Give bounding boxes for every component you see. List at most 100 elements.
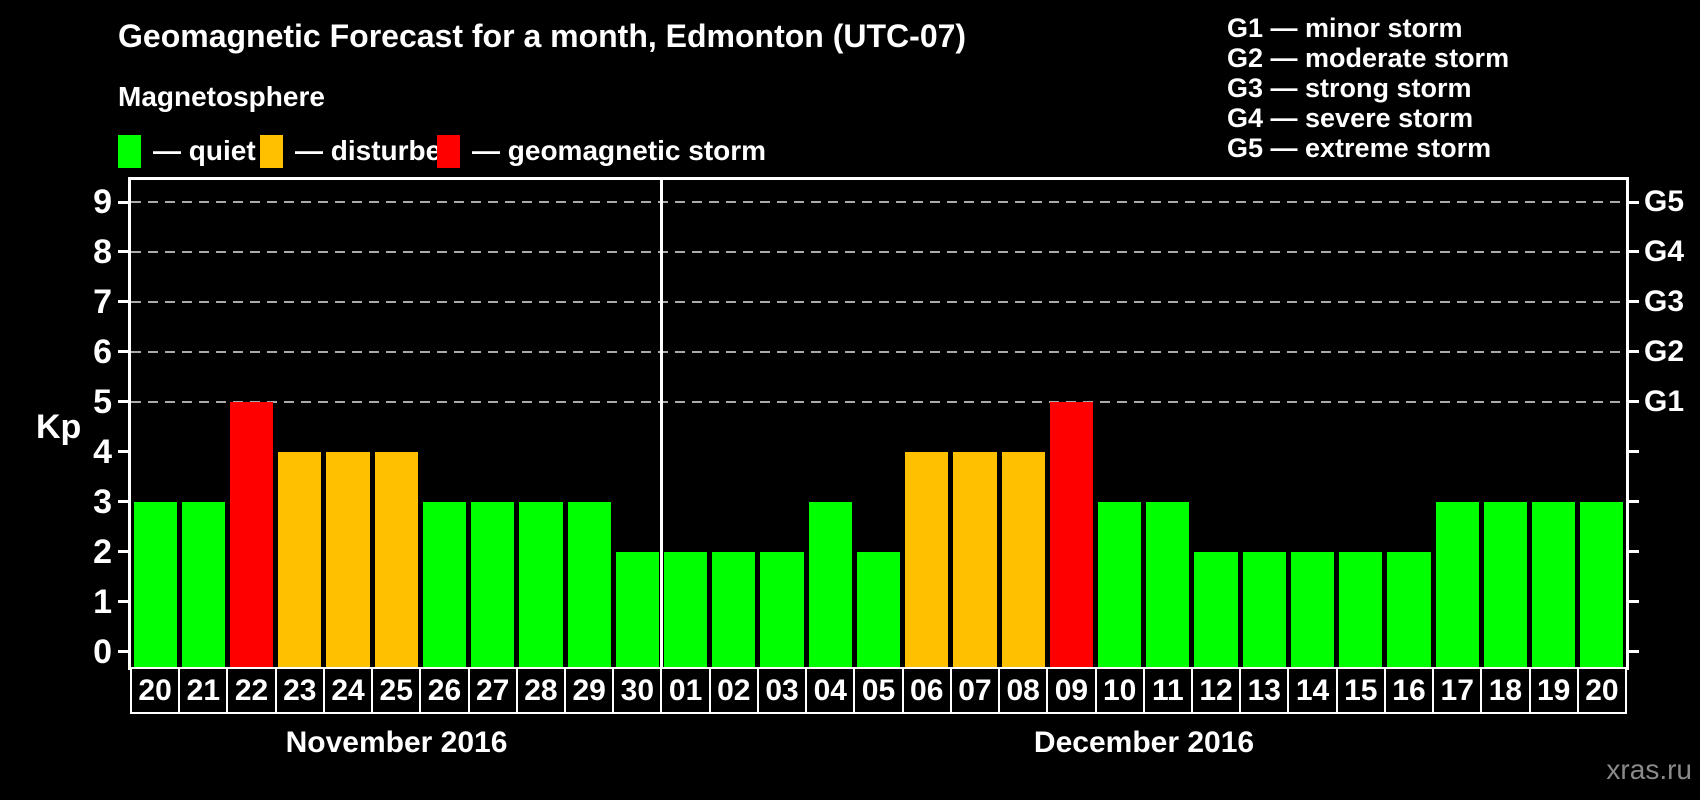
kp-bar (808, 501, 852, 667)
date-cell: 06 (901, 667, 952, 714)
date-cell: 21 (178, 667, 229, 714)
g-legend-line: G4 — severe storm (1227, 103, 1474, 133)
kp-bar (953, 451, 997, 667)
kp-bar (1580, 501, 1624, 667)
kp-bar (1194, 551, 1238, 667)
right-axis-label-g4: G4 (1644, 234, 1685, 268)
date-cell: 11 (1142, 667, 1193, 714)
kp-bar (905, 451, 949, 667)
g-scale-legend: G1 — minor storm G2 — moderate storm G3 … (1227, 13, 1509, 163)
legend-item-storm: — geomagnetic storm (437, 133, 766, 169)
y-tick-right (1629, 600, 1639, 604)
date-cell: 04 (805, 667, 856, 714)
gridline-kp9 (131, 201, 1626, 204)
kp-bar (422, 501, 467, 667)
y-tick-right (1629, 350, 1639, 354)
kp-bar (181, 501, 225, 667)
gridline-kp6 (131, 350, 1626, 353)
date-cell: 08 (998, 667, 1049, 714)
right-axis-label-g1: G1 (1644, 384, 1685, 418)
y-tick-label: 4 (93, 432, 112, 471)
kp-bar (712, 551, 756, 667)
y-tick-label: 9 (93, 183, 112, 222)
disturbed-color-swatch (260, 134, 283, 168)
date-cell: 07 (949, 667, 1001, 714)
right-axis-label-g3: G3 (1644, 284, 1685, 318)
date-cell: 15 (1335, 667, 1386, 714)
date-cell: 28 (515, 667, 567, 714)
date-cell: 01 (660, 667, 711, 714)
kp-bar (1532, 501, 1576, 667)
kp-bar (567, 501, 611, 667)
right-axis-label-g2: G2 (1644, 334, 1685, 368)
date-cell: 18 (1480, 667, 1531, 714)
date-cell: 09 (1046, 667, 1097, 714)
y-tick-left (118, 450, 128, 454)
kp-bar (663, 551, 708, 667)
month-separator (659, 180, 663, 667)
magnetosphere-legend-title: Magnetosphere (118, 81, 325, 112)
kp-bar (1098, 501, 1142, 667)
y-tick-label: 7 (93, 282, 112, 321)
kp-bar (229, 401, 274, 667)
kp-bar (1290, 551, 1335, 667)
date-cell: 29 (564, 667, 615, 714)
legend-label: — quiet (153, 135, 256, 166)
kp-bar (1387, 551, 1431, 667)
storm-color-swatch (437, 134, 460, 168)
y-tick-left (118, 500, 128, 504)
y-tick-label: 6 (93, 332, 112, 371)
y-tick-left (118, 350, 128, 354)
date-cell: 10 (1094, 667, 1145, 714)
date-cell: 17 (1432, 667, 1483, 714)
date-cell: 27 (467, 667, 518, 714)
date-cell: 16 (1383, 667, 1435, 714)
y-tick-left (118, 600, 128, 604)
y-tick-right (1629, 650, 1639, 653)
date-cell: 13 (1239, 667, 1290, 714)
legend-label: — geomagnetic storm (472, 135, 767, 166)
y-tick-left (118, 400, 128, 404)
g-legend-line: G3 — strong storm (1227, 73, 1472, 103)
y-tick-right (1629, 400, 1639, 404)
y-tick-label: 8 (93, 232, 112, 271)
legend-item-disturbed: — disturbed (260, 133, 458, 169)
y-tick-label: 2 (93, 532, 112, 571)
date-cell: 23 (274, 667, 325, 714)
date-cell: 05 (853, 667, 904, 714)
date-cell: 20 (1576, 667, 1627, 714)
kp-bar (326, 451, 370, 667)
kp-bar (1049, 401, 1093, 667)
date-cell: 25 (371, 667, 422, 714)
legend-label: — disturbed (295, 135, 459, 166)
y-tick-left (118, 300, 128, 304)
kp-bar (374, 451, 418, 667)
y-axis-label: Kp (36, 408, 82, 446)
y-tick-left (118, 550, 128, 554)
quiet-color-swatch (118, 134, 141, 168)
kp-bar (471, 501, 515, 667)
gridline-kp7 (131, 300, 1626, 303)
g-legend-line: G1 — minor storm (1227, 13, 1463, 43)
y-tick-left (118, 250, 128, 254)
right-axis-label-g5: G5 (1644, 185, 1685, 219)
date-cell: 12 (1190, 667, 1242, 714)
kp-bar (1339, 551, 1383, 667)
gridline-kp8 (131, 250, 1626, 253)
y-tick-right (1629, 450, 1639, 454)
gridline-kp5 (131, 400, 1626, 403)
y-tick-right (1629, 200, 1639, 204)
date-cell: 30 (612, 667, 663, 714)
y-tick-label: 3 (93, 482, 112, 521)
page-title: Geomagnetic Forecast for a month, Edmont… (118, 18, 967, 54)
watermark: xras.ru (1606, 754, 1692, 785)
kp-bar (1242, 551, 1286, 667)
date-cell: 19 (1528, 667, 1579, 714)
kp-bar (615, 551, 659, 667)
kp-bar (519, 501, 563, 667)
date-cell: 02 (708, 667, 759, 714)
kp-bar (856, 551, 901, 667)
kp-bar (760, 551, 804, 667)
date-cell: 14 (1287, 667, 1338, 714)
